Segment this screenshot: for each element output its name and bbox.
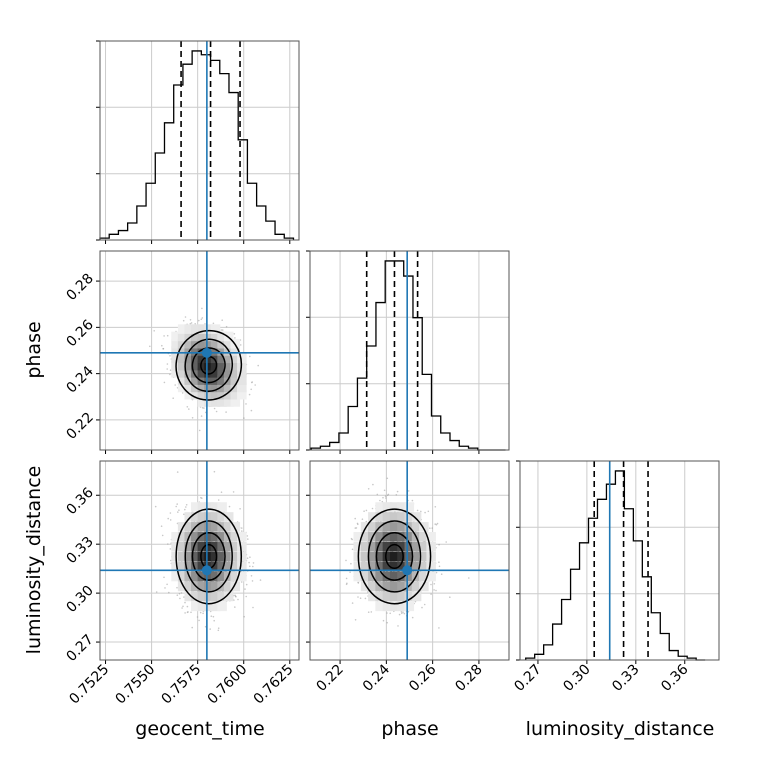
panel-luminosity_distance-hist: 0.27 0.30 0.33 0.36 xyxy=(511,460,720,695)
geocent_time-luminosity_distance-truth-marker xyxy=(201,565,212,576)
panel-geocent_time-phase: 0.22 0.24 0.26 0.28 xyxy=(63,250,300,454)
phase-luminosity_distance-xtick-label: 0.26 xyxy=(406,661,439,694)
geocent_time-luminosity_distance-ytick-label: 0.27 xyxy=(63,632,96,665)
xlabel-phase: phase xyxy=(381,718,438,740)
phase-luminosity_distance-density xyxy=(353,502,436,612)
phase-luminosity_distance-xtick-label: 0.24 xyxy=(360,661,393,694)
phase-luminosity_distance-truth-marker xyxy=(402,565,413,576)
geocent_time-luminosity_distance-xtick-label: 0.7550 xyxy=(112,662,158,708)
phase-hist-steps xyxy=(310,260,506,451)
geocent_time-hist-grid xyxy=(100,41,299,240)
phase-luminosity_distance-contours xyxy=(357,508,432,605)
geocent_time-luminosity_distance-xtick-label: 0.7575 xyxy=(159,662,205,708)
geocent_time-luminosity_distance-contours xyxy=(175,508,243,605)
phase-luminosity_distance-xtick-label: 0.28 xyxy=(452,662,485,695)
phase-luminosity_distance-contour-0 xyxy=(385,543,404,569)
ylabel-luminosity_distance: luminosity_distance xyxy=(23,466,45,655)
luminosity_distance-hist-xtick-label: 0.36 xyxy=(658,661,691,694)
geocent_time-phase-contour-2 xyxy=(184,338,234,393)
panel-phase-luminosity_distance: 0.22 0.24 0.26 0.28 xyxy=(306,460,510,695)
panel-geocent_time-luminosity_distance: 0.7525 0.7550 0.7575 0.7600 0.7625 0.27 0.30 0.… xyxy=(63,460,300,708)
geocent_time-phase-frame xyxy=(99,250,300,451)
geocent_time-phase-truth-marker xyxy=(201,347,212,358)
luminosity_distance-hist-frame xyxy=(519,460,720,661)
phase-luminosity_distance-frame xyxy=(309,460,510,661)
geocent_time-luminosity_distance-contour-1 xyxy=(191,532,226,581)
phase-luminosity_distance-contour-3 xyxy=(357,508,432,605)
geocent_time-phase-contours xyxy=(175,329,243,401)
geocent_time-phase-ytick-label: 0.28 xyxy=(63,271,96,304)
geocent_time-luminosity_distance-contour-3 xyxy=(175,508,243,605)
geocent_time-luminosity_distance-contour-2 xyxy=(184,520,233,593)
geocent_time-phase-ytick-label: 0.26 xyxy=(63,317,96,350)
xlabel-luminosity_distance: luminosity_distance xyxy=(526,718,715,740)
phase-hist-grid xyxy=(310,251,509,450)
phase-hist-frame xyxy=(309,250,510,451)
geocent_time-phase-contour-3 xyxy=(175,329,243,401)
geocent_time-luminosity_distance-ytick-label: 0.36 xyxy=(63,485,96,518)
panel-geocent_time-hist xyxy=(96,40,300,244)
xlabel-geocent_time: geocent_time xyxy=(135,718,264,740)
geocent_time-luminosity_distance-ytick-label: 0.30 xyxy=(63,583,96,616)
geocent_time-luminosity_distance-frame xyxy=(99,460,300,661)
phase-luminosity_distance-contour-1 xyxy=(375,532,414,581)
luminosity_distance-hist-steps xyxy=(525,470,706,661)
geocent_time-luminosity_distance-xtick-label: 0.7525 xyxy=(66,662,112,708)
geocent_time-hist-frame xyxy=(99,40,300,241)
luminosity_distance-hist-xtick-label: 0.27 xyxy=(511,662,544,695)
geocent_time-luminosity_distance-xtick-label: 0.7600 xyxy=(205,662,251,708)
geocent_time-hist-steps xyxy=(99,50,295,240)
ylabel-phase: phase xyxy=(23,321,45,378)
geocent_time-phase-density xyxy=(171,324,247,407)
geocent_time-phase-ytick-label: 0.24 xyxy=(63,363,96,396)
phase-luminosity_distance-xtick-label: 0.22 xyxy=(314,662,347,695)
luminosity_distance-hist-xtick-label: 0.33 xyxy=(609,662,642,695)
geocent_time-luminosity_distance-ytick-label: 0.33 xyxy=(63,534,96,567)
geocent_time-luminosity_distance-xtick-label: 0.7625 xyxy=(251,662,297,708)
luminosity_distance-hist-grid xyxy=(520,461,719,660)
geocent_time-phase-ytick-label: 0.22 xyxy=(63,409,96,442)
luminosity_distance-hist-xtick-label: 0.30 xyxy=(560,662,593,695)
phase-luminosity_distance-contour-2 xyxy=(367,520,422,593)
panel-phase-hist xyxy=(306,250,510,454)
